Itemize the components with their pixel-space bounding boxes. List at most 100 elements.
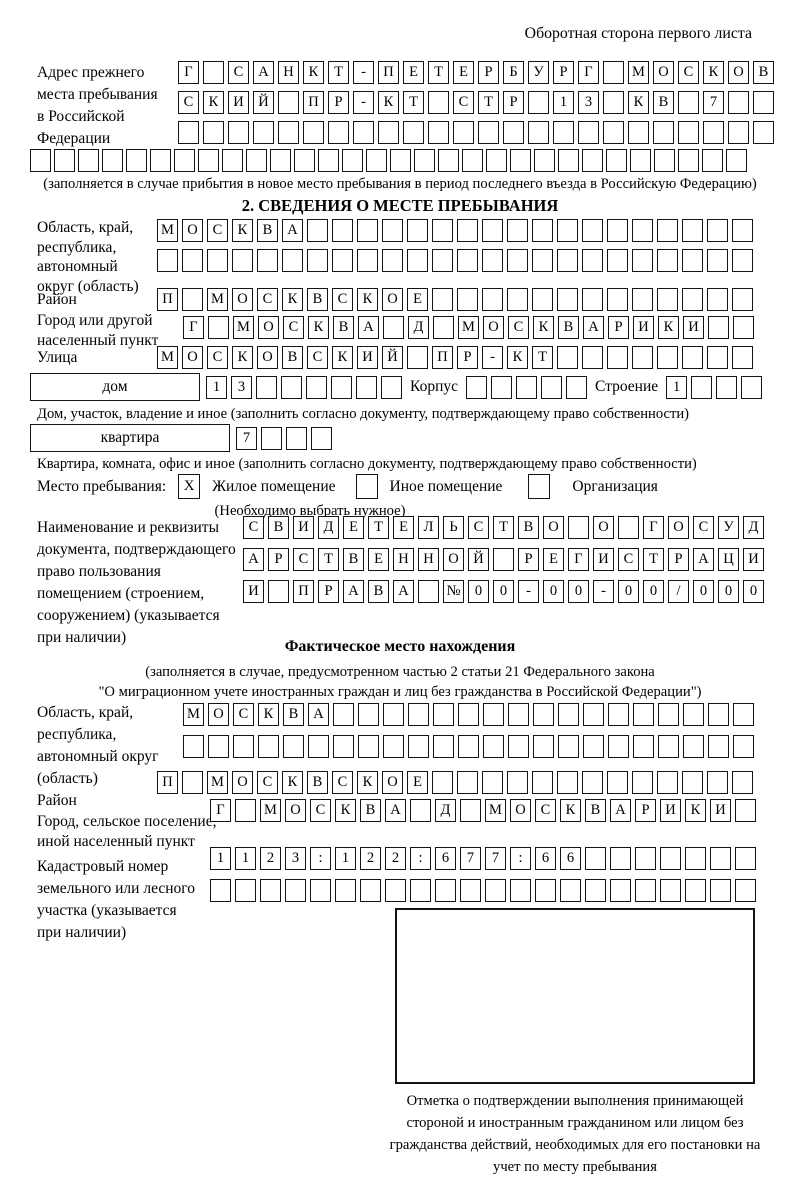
char-box [460,799,481,822]
char-box: О [728,61,749,84]
char-box [632,288,653,311]
char-box [707,346,728,369]
char-box: С [453,91,474,114]
char-box [260,879,281,902]
char-box [708,316,729,339]
char-box [286,426,307,450]
char-box [462,149,483,172]
char-box: О [593,516,614,539]
char-box [733,316,754,339]
char-box: Е [407,288,428,311]
char-box: С [233,703,254,726]
char-box [432,288,453,311]
char-box: К [658,316,679,339]
char-box [283,735,304,758]
stay-type-checkbox-residential: X [178,474,201,499]
char-box [707,771,728,794]
char-box [732,288,753,311]
char-box: Н [418,548,439,571]
char-box: Е [368,548,389,571]
char-box: 7 [460,847,481,870]
char-box [582,249,603,272]
char-box [558,703,579,726]
char-box [532,288,553,311]
char-box: Е [543,548,564,571]
char-box: 0 [468,580,489,603]
char-box [503,121,524,144]
char-box: О [232,288,253,311]
char-box [208,735,229,758]
char-box [582,346,603,369]
char-box: В [257,219,278,242]
char-box [528,121,549,144]
char-box [585,879,606,902]
char-box: Т [493,516,514,539]
char-box: Ь [443,516,464,539]
char-box: Е [453,61,474,84]
char-box [557,249,578,272]
char-box [433,316,454,339]
char-box [257,249,278,272]
char-box [385,879,406,902]
char-box [458,735,479,758]
char-box: М [628,61,649,84]
char-box: К [533,316,554,339]
char-box [457,288,478,311]
stay-type-row: Место пребывания: X Жилое помещение Иное… [37,474,658,499]
char-box: С [207,346,228,369]
char-box [582,288,603,311]
char-box: 1 [666,375,688,399]
char-box: Т [532,346,553,369]
char-box [610,879,631,902]
char-box: А [253,61,274,84]
char-box: К [335,799,356,822]
char-box [183,735,204,758]
stroenie-label: Строение [595,378,659,395]
char-box [557,288,578,311]
char-box: 0 [543,580,564,603]
char-box: Т [328,61,349,84]
char-box: Й [468,548,489,571]
char-box: М [458,316,479,339]
char-box: И [683,316,704,339]
char-box: О [182,219,203,242]
char-box: П [293,580,314,603]
char-box [632,219,653,242]
char-box: У [528,61,549,84]
char-box [418,580,439,603]
char-box [735,847,756,870]
char-box [728,91,749,114]
char-box [157,249,178,272]
char-box: А [693,548,714,571]
char-box: 6 [435,847,456,870]
char-box [702,149,723,172]
char-box [432,771,453,794]
char-box: В [307,288,328,311]
char-box: К [232,219,253,242]
char-box [710,847,731,870]
char-box [307,219,328,242]
char-box: Г [210,799,231,822]
char-box: 0 [568,580,589,603]
char-box [558,149,579,172]
char-box [331,375,352,399]
char-box [708,703,729,726]
char-box [603,91,624,114]
char-box: К [507,346,528,369]
actual-city-label: Город, сельское поселение, иной населенн… [37,813,217,850]
char-box [716,375,738,399]
char-box: В [307,771,328,794]
char-box [457,219,478,242]
char-box: Е [403,61,424,84]
char-box [435,879,456,902]
char-box [210,879,231,902]
char-box: Т [368,516,389,539]
char-box [658,735,679,758]
street-label: Улица [37,349,78,366]
char-box [678,121,699,144]
char-box: К [282,288,303,311]
